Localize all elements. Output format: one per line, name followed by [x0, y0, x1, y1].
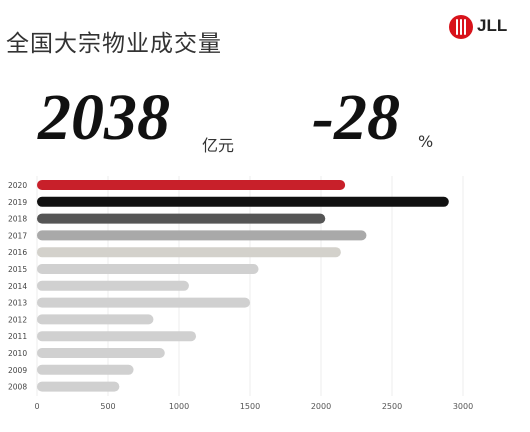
- bar: [37, 280, 189, 291]
- category-label: 2020: [8, 181, 27, 190]
- x-tick-label: 3000: [453, 402, 473, 411]
- x-tick-label: 500: [100, 402, 115, 411]
- category-label: 2012: [8, 315, 27, 324]
- chart-grid: [36, 176, 464, 396]
- x-tick-label: 2000: [311, 402, 331, 411]
- category-label: 2013: [8, 299, 27, 308]
- bar: [37, 348, 165, 358]
- jll-logo: JLL: [449, 14, 521, 44]
- category-labels: 2020 2019 2018 2017 2016 2015 2014 2013 2012 2011…: [8, 181, 27, 392]
- bar: [37, 364, 134, 375]
- bar: [37, 180, 346, 190]
- category-label: 2017: [8, 231, 27, 240]
- category-label: 2015: [8, 265, 27, 274]
- category-label: 2014: [8, 282, 27, 291]
- chart-title: 全国大宗物业成交量: [6, 31, 222, 57]
- category-label: 2008: [8, 383, 27, 392]
- bar: [37, 196, 449, 207]
- change-value: -28: [312, 81, 400, 154]
- total-volume-unit: 亿元: [202, 136, 235, 155]
- bar: [37, 247, 341, 258]
- x-tick-label: 0: [34, 402, 39, 411]
- bar: [37, 314, 154, 325]
- jll-logo-icon: [449, 15, 473, 39]
- category-label: 2016: [8, 248, 27, 257]
- category-label: 2010: [8, 349, 27, 358]
- x-axis-tick-labels: 0 500 1000 1500 2000 2500 3000: [34, 402, 473, 411]
- chart-bars: [37, 180, 449, 392]
- bar: [37, 381, 120, 392]
- x-tick-label: 1500: [240, 402, 260, 411]
- category-label: 2009: [8, 366, 27, 375]
- bar: [37, 264, 259, 274]
- category-label: 2018: [8, 215, 27, 224]
- change-unit: %: [418, 132, 434, 151]
- bar: [37, 230, 367, 241]
- bar: [37, 331, 197, 342]
- total-volume-value: 2038: [38, 81, 170, 154]
- brand-name: JLL: [477, 16, 508, 35]
- x-tick-label: 2500: [382, 402, 402, 411]
- category-label: 2019: [8, 198, 27, 207]
- bar: [37, 213, 326, 224]
- category-label: 2011: [8, 332, 27, 341]
- x-tick-label: 1000: [169, 402, 189, 411]
- bar: [37, 297, 250, 308]
